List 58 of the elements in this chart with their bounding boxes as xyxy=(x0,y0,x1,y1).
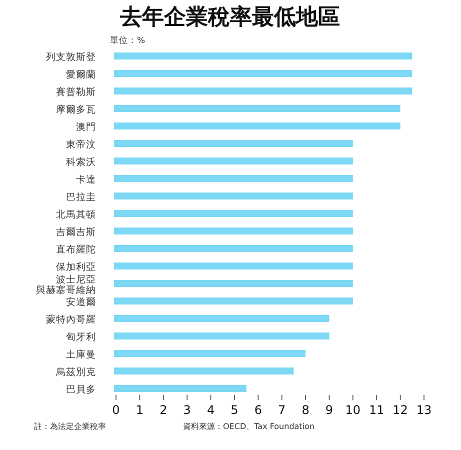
bar xyxy=(114,88,412,94)
y-tick-label: 列支敦斯登 xyxy=(46,51,96,63)
y-tick-label: 安道爾 xyxy=(66,296,96,308)
x-tick-label: 9 xyxy=(325,403,334,417)
y-tick-label: 賽普勒斯 xyxy=(56,86,96,98)
x-tick-label: 4 xyxy=(206,403,215,417)
x-tick-label: 6 xyxy=(254,403,262,417)
bar xyxy=(114,122,400,130)
x-tick-label: 12 xyxy=(392,403,408,417)
y-tick-label: 直布羅陀 xyxy=(56,244,96,256)
x-tick-label: 10 xyxy=(345,403,361,417)
y-tick-label: 科索沃 xyxy=(66,156,96,168)
x-tick-label: 7 xyxy=(278,403,286,417)
bar xyxy=(114,210,353,217)
bar xyxy=(114,228,353,234)
bar xyxy=(114,158,353,164)
text: 單位：% xyxy=(110,35,146,46)
bar xyxy=(114,332,330,340)
x-tick-label: 0 xyxy=(112,403,120,417)
x-tick-label: 8 xyxy=(302,403,310,417)
bar xyxy=(114,315,330,322)
bar xyxy=(114,368,294,374)
x-tick-label: 2 xyxy=(160,403,168,417)
bar xyxy=(114,105,400,112)
y-tick-label: 蒙特內哥羅 xyxy=(46,314,96,326)
x-tick-label: 5 xyxy=(230,403,238,417)
y-tick-label: 東帝汶 xyxy=(66,138,96,150)
source-note: 資料來源：OECD、Tax Foundation xyxy=(183,422,314,431)
y-tick-label: 土庫曼 xyxy=(66,348,96,360)
y-tick-label: 摩爾多瓦 xyxy=(56,104,96,116)
text: 註：為法定企業稅率 xyxy=(34,422,106,431)
y-tick-label: 波士尼亞與赫塞哥維納 xyxy=(36,273,96,296)
bar xyxy=(114,245,353,252)
bar xyxy=(114,385,246,392)
y-tick-label: 匈牙利 xyxy=(66,331,96,343)
bar xyxy=(114,192,353,200)
bar xyxy=(114,280,353,287)
y-tick-label: 澳門 xyxy=(76,121,96,133)
bar xyxy=(114,262,353,270)
y-tick-label: 吉爾吉斯 xyxy=(56,226,96,238)
bar xyxy=(114,52,412,60)
y-tick-label: 卡達 xyxy=(76,174,96,186)
x-tick-label: 1 xyxy=(136,403,144,417)
x-tick-label: 3 xyxy=(183,403,191,417)
y-tick-label: 保加利亞 xyxy=(56,261,96,273)
y-tick-label: 愛爾蘭 xyxy=(66,68,96,80)
bar xyxy=(114,350,306,357)
chart-title: 去年企業稅率最低地區 xyxy=(119,4,340,30)
y-tick-label: 北馬其頓 xyxy=(56,208,96,220)
y-tick-label: 烏茲別克 xyxy=(55,366,96,378)
bar xyxy=(114,298,353,304)
y-tick-label: 巴貝多 xyxy=(66,384,96,396)
bar xyxy=(114,175,353,182)
bar xyxy=(114,70,412,77)
bar xyxy=(114,140,353,147)
x-tick-label: 13 xyxy=(416,403,432,417)
y-tick-label: 巴拉圭 xyxy=(66,191,96,203)
x-tick-label: 11 xyxy=(368,403,384,417)
